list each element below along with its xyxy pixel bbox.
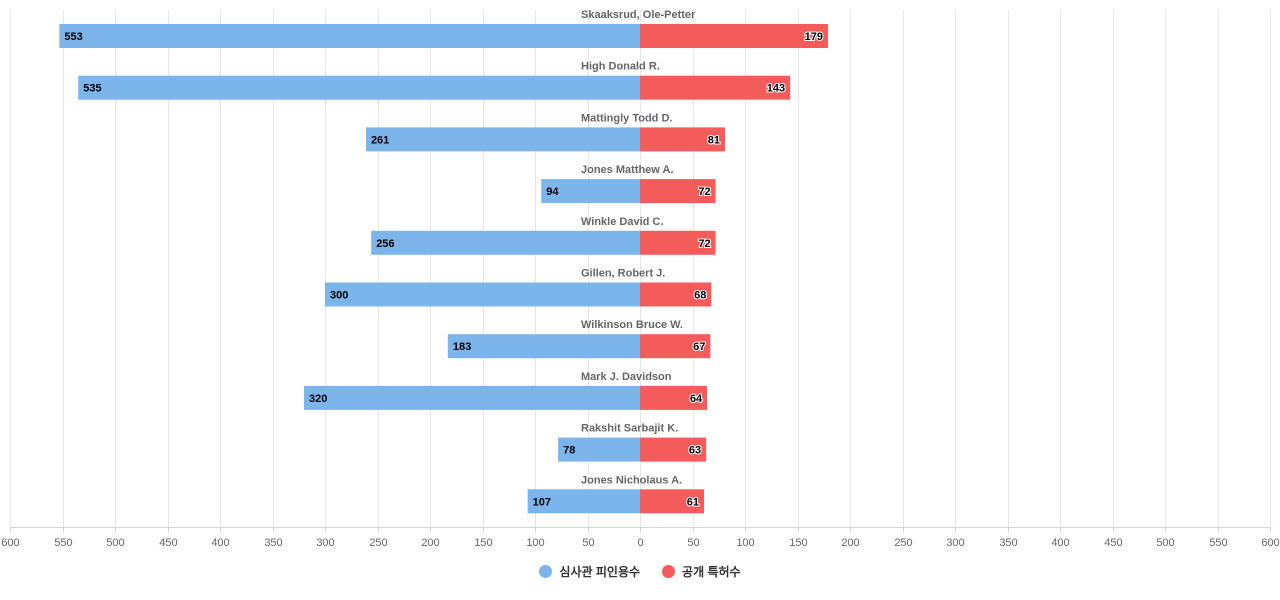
category-label: Wilkinson Bruce W. (581, 319, 683, 331)
category-label: Skaaksrud, Ole-Petter (581, 9, 696, 21)
legend-marker-published-patents (662, 565, 676, 578)
bar-published-patents (640, 334, 711, 359)
data-label-published-patents: 67 (693, 341, 705, 353)
bar-published-patents (640, 385, 708, 410)
data-label-examiner-citations: 320 (309, 393, 327, 405)
data-label-published-patents: 179 (805, 31, 823, 43)
legend-label-examiner-citations: 심사관 피인용수 (559, 565, 641, 579)
tick-label: 500 (106, 537, 124, 549)
tick-label: 150 (474, 537, 492, 549)
bar-examiner-citations (304, 385, 640, 410)
tick-label: 450 (159, 537, 177, 549)
data-label-examiner-citations: 535 (83, 83, 101, 95)
category-label: High Donald R. (581, 61, 660, 73)
tick-label: 150 (789, 537, 807, 549)
bar-examiner-citations (558, 437, 640, 462)
bar-published-patents (640, 75, 791, 100)
tick-label: 600 (1, 537, 19, 549)
tick-label: 300 (316, 537, 334, 549)
bar-examiner-citations (371, 230, 640, 255)
tick-label: 100 (736, 537, 754, 549)
bar-examiner-citations (78, 75, 640, 100)
x-axis: 600 550 500 450 400 350 300 250 200 150 100 50 0 50 10… (1, 527, 1280, 549)
tick-label: 250 (369, 537, 387, 549)
tick-label: 50 (687, 537, 699, 549)
data-label-published-patents: 72 (698, 238, 710, 250)
bar-examiner-citations (325, 282, 640, 307)
legend-marker-examiner-citations (539, 565, 553, 578)
legend-item-published-patents[interactable]: 공개 특허수 (662, 563, 741, 580)
legend: 심사관 피인용수 공개 특허수 (0, 563, 1280, 580)
category-label: Winkle David C. (581, 216, 663, 228)
data-label-examiner-citations: 553 (64, 31, 82, 43)
bar-examiner-citations (365, 127, 640, 152)
tick-label: 50 (582, 537, 594, 549)
bar-examiner-citations (447, 334, 640, 359)
category-label: Rakshit Sarbajit K. (581, 423, 678, 435)
data-label-published-patents: 61 (687, 496, 699, 508)
labels: Skaaksrud, Ole-Petter 553 179 High Donald R… (64, 9, 824, 509)
bar-published-patents (640, 489, 705, 514)
bars (59, 24, 828, 514)
tick-label: 500 (1156, 537, 1174, 549)
data-label-examiner-citations: 107 (533, 496, 551, 508)
data-label-examiner-citations: 261 (371, 134, 389, 146)
tick-label: 0 (637, 537, 643, 549)
bar-published-patents (640, 24, 828, 48)
tick-label: 600 (1261, 537, 1279, 549)
tick-label: 400 (211, 537, 229, 549)
data-label-examiner-citations: 183 (453, 341, 471, 353)
data-label-examiner-citations: 94 (546, 186, 559, 198)
bar-examiner-citations (541, 179, 640, 204)
data-label-published-patents: 68 (694, 290, 706, 302)
data-label-published-patents: 64 (690, 393, 703, 405)
bar-published-patents (640, 127, 726, 152)
data-label-examiner-citations: 256 (376, 238, 394, 250)
bar-examiner-citations (59, 24, 641, 48)
legend-item-examiner-citations[interactable]: 심사관 피인용수 (539, 563, 640, 580)
tick-label: 550 (1209, 537, 1227, 549)
tick-label: 200 (421, 537, 439, 549)
data-label-examiner-citations: 78 (563, 445, 575, 457)
bar-published-patents (640, 230, 716, 255)
bar-examiner-citations (527, 489, 640, 514)
tick-label: 300 (946, 537, 964, 549)
category-label: Mark J. Davidson (581, 371, 672, 383)
tick-label: 250 (894, 537, 912, 549)
category-label: Jones Matthew A. (581, 164, 674, 176)
legend-label-published-patents: 공개 특허수 (682, 565, 741, 579)
data-label-examiner-citations: 300 (330, 290, 348, 302)
data-label-published-patents: 81 (708, 134, 720, 146)
tick-label: 100 (526, 537, 544, 549)
diverging-bar-chart: 600 550 500 450 400 350 300 250 200 150 100 50 0 50 10… (1, 9, 1280, 549)
data-label-published-patents: 143 (767, 83, 785, 95)
bar-published-patents (640, 282, 712, 307)
category-label: Gillen, Robert J. (581, 268, 665, 280)
tick-label: 450 (1104, 537, 1122, 549)
tick-label: 200 (841, 537, 859, 549)
tick-label: 350 (999, 537, 1017, 549)
tick-label: 550 (54, 537, 72, 549)
tick-label: 350 (264, 537, 282, 549)
bar-published-patents (640, 437, 707, 462)
category-label: Jones Nicholaus A. (581, 474, 682, 486)
data-label-published-patents: 72 (698, 186, 710, 198)
data-label-published-patents: 63 (689, 445, 701, 457)
bar-published-patents (640, 179, 716, 204)
tick-label: 400 (1051, 537, 1069, 549)
category-label: Mattingly Todd D. (581, 112, 672, 124)
